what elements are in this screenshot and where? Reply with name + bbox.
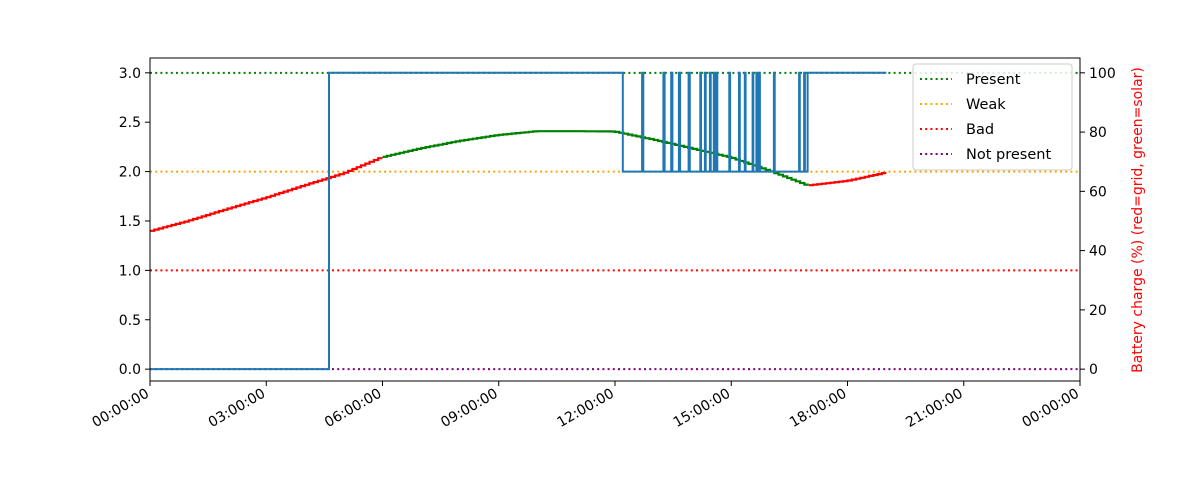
battery-line-grid-evening	[808, 172, 887, 187]
y2-tick-label: 100	[1089, 66, 1116, 82]
y-tick-label: 0.5	[119, 313, 141, 329]
x-tick-label: 09:00:00	[438, 386, 500, 431]
x-tick-label: 03:00:00	[206, 386, 268, 431]
x-tick-label: 15:00:00	[671, 386, 733, 431]
y-axis-right: 0 20 40 60 80 100	[1080, 66, 1116, 378]
y-axis-left: 0.0 0.5 1.0 1.5 2.0 2.5 3.0	[119, 66, 150, 378]
battery-line-grid-morning	[150, 157, 383, 232]
signal-line	[150, 71, 887, 371]
x-tick-label: 06:00:00	[322, 386, 384, 431]
y2-tick-label: 60	[1089, 184, 1107, 200]
y-tick-label: 0.0	[119, 362, 141, 378]
y2-tick-label: 40	[1089, 244, 1107, 260]
x-tick-label: 21:00:00	[903, 386, 965, 431]
legend-label: Not present	[966, 147, 1051, 163]
x-tick-label: 18:00:00	[787, 386, 849, 431]
legend-label: Bad	[966, 122, 994, 138]
legend: Present Weak Bad Not present	[912, 63, 1073, 171]
legend-box	[912, 63, 1073, 171]
y2-tick-label: 20	[1089, 303, 1107, 319]
y-tick-label: 2.0	[119, 165, 141, 181]
x-tick-label: 12:00:00	[555, 386, 617, 431]
y-tick-label: 3.0	[119, 66, 141, 82]
y2-tick-label: 80	[1089, 125, 1107, 141]
x-tick-label: 00:00:00	[1020, 386, 1082, 431]
y2-axis-label: Battery charge (%) (red=grid, green=sola…	[1130, 67, 1146, 373]
y-tick-label: 2.5	[119, 115, 141, 131]
x-axis: 00:00:00 03:00:00 06:00:00 09:00:00 12:00:00…	[90, 381, 1082, 431]
y-tick-label: 1.0	[119, 263, 141, 279]
legend-label: Present	[966, 72, 1021, 88]
battery-line-solar	[382, 130, 809, 186]
legend-label: Weak	[966, 97, 1006, 113]
y2-tick-label: 0	[1089, 362, 1098, 378]
x-tick-label: 00:00:00	[90, 386, 152, 431]
y-tick-label: 1.5	[119, 214, 141, 230]
series-layer	[150, 71, 887, 371]
